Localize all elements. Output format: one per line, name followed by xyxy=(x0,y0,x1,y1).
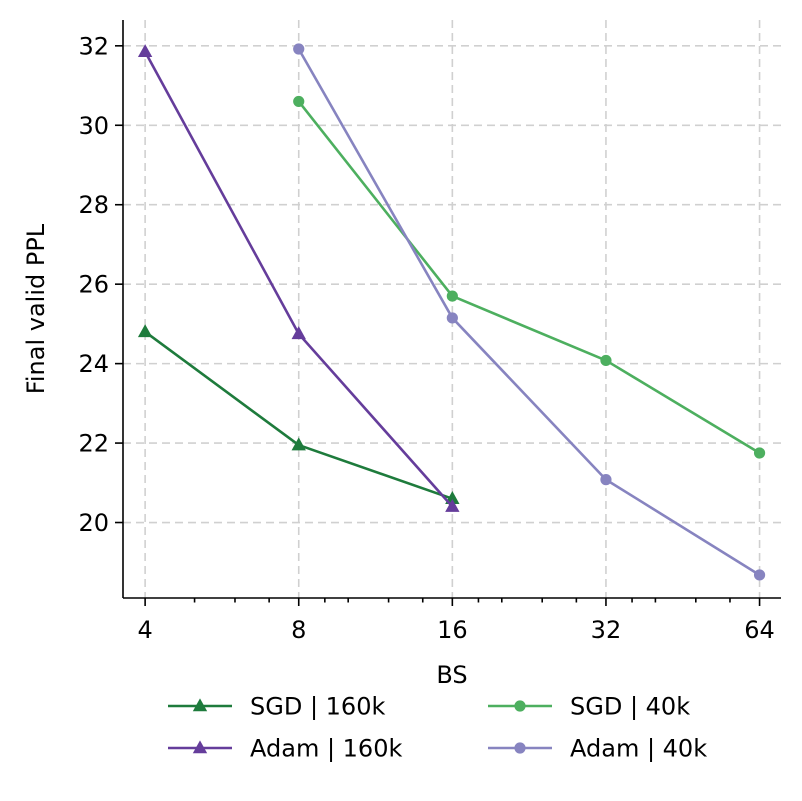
x-tick-label: 4 xyxy=(137,616,152,644)
y-tick-label: 22 xyxy=(78,430,109,458)
data-point xyxy=(600,474,612,486)
x-tick-label: 32 xyxy=(591,616,622,644)
data-point xyxy=(753,447,766,459)
grid xyxy=(123,20,781,598)
series-sgd-40k xyxy=(293,95,766,459)
legend-marker xyxy=(514,742,526,754)
x-tick-label: 64 xyxy=(744,616,775,644)
data-point xyxy=(293,43,305,55)
y-tick-label: 32 xyxy=(78,32,109,60)
legend-item: SGD | 40k xyxy=(488,693,690,721)
legend-marker xyxy=(514,700,526,712)
legend-label: Adam | 40k xyxy=(570,735,707,763)
data-point xyxy=(753,569,766,581)
y-tick-label: 24 xyxy=(78,350,109,378)
data-point xyxy=(291,437,306,451)
series-sgd-160k xyxy=(137,324,460,504)
legend-marker xyxy=(192,740,208,754)
data-point xyxy=(446,312,458,324)
y-tick-label: 20 xyxy=(78,509,109,537)
y-tick-label: 28 xyxy=(78,191,109,219)
data-point xyxy=(446,290,458,302)
series-line xyxy=(297,47,761,577)
ticks: 4 8 16 32 64 20 22 24 26 28 30 32 xyxy=(78,32,774,644)
data-point xyxy=(137,324,153,338)
y-tick-label: 26 xyxy=(78,271,109,299)
x-tick-label: 16 xyxy=(437,616,468,644)
legend-item: Adam | 40k xyxy=(488,735,707,763)
x-axis-label: BS xyxy=(436,661,467,689)
data-point xyxy=(291,326,306,340)
y-axis-label: Final valid PPL xyxy=(22,223,50,394)
data-point xyxy=(600,354,612,367)
legend-label: SGD | 40k xyxy=(570,693,690,721)
y-tick-label: 30 xyxy=(78,112,109,140)
series-adam-40k xyxy=(293,43,766,581)
legend-label: SGD | 160k xyxy=(250,693,385,721)
legend-label: Adam | 160k xyxy=(250,735,402,763)
series-adam-160k xyxy=(137,44,460,512)
data-point xyxy=(137,44,153,58)
data-point xyxy=(445,498,460,512)
legend-marker xyxy=(192,698,208,712)
legend-item: SGD | 160k xyxy=(168,693,385,721)
legend: SGD | 160k Adam | 160k SGD | 40k Adam | 40k xyxy=(168,693,707,763)
legend-item: Adam | 160k xyxy=(168,735,402,763)
series-line xyxy=(297,100,761,455)
data-point xyxy=(293,95,305,108)
series xyxy=(137,43,766,581)
x-tick-label: 8 xyxy=(291,616,306,644)
